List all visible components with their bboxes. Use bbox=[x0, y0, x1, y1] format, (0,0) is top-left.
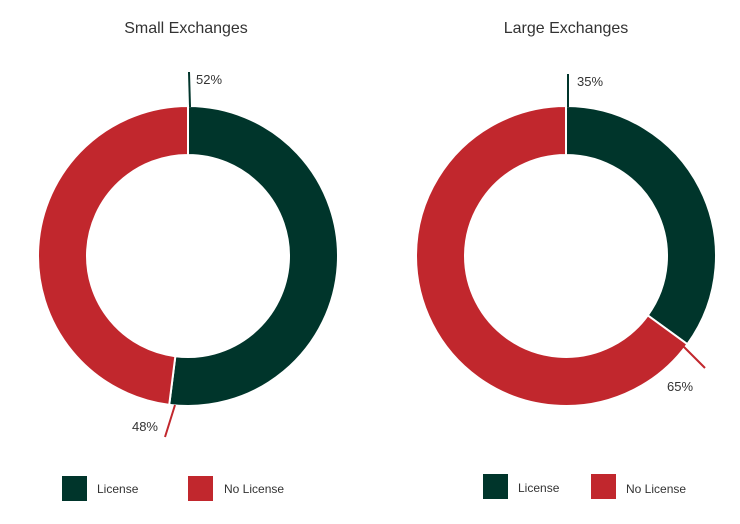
data-label: 52% bbox=[196, 72, 222, 87]
legend: License No License bbox=[483, 474, 686, 499]
chart-title: Small Exchanges bbox=[124, 20, 248, 37]
legend: License No License bbox=[62, 476, 284, 501]
slice-no-license bbox=[415, 104, 689, 407]
donut: 35% 65% bbox=[415, 74, 717, 407]
leader-line bbox=[164, 404, 176, 438]
legend-label-license: License bbox=[518, 481, 560, 495]
legend-label-no-license: No License bbox=[224, 482, 284, 496]
legend-swatch-no-license bbox=[188, 476, 213, 501]
legend-swatch-license bbox=[62, 476, 87, 501]
leader-line bbox=[674, 337, 706, 369]
slice-license bbox=[168, 104, 339, 407]
donut: 52% 48% bbox=[37, 71, 339, 438]
chart-title: Large Exchanges bbox=[504, 20, 629, 37]
leader-line bbox=[188, 71, 191, 108]
slice-no-license bbox=[37, 104, 189, 406]
data-label: 35% bbox=[577, 74, 603, 89]
slice-license bbox=[565, 104, 717, 346]
chart-small-exchanges: Small Exchanges 52% 48% License No Licens… bbox=[37, 20, 339, 501]
legend-label-license: License bbox=[97, 482, 139, 496]
data-label: 48% bbox=[132, 419, 158, 434]
legend-label-no-license: No License bbox=[626, 482, 686, 496]
legend-swatch-no-license bbox=[591, 474, 616, 499]
chart-large-exchanges: Large Exchanges 35% 65% License No Licens… bbox=[415, 20, 717, 499]
legend-swatch-license bbox=[483, 474, 508, 499]
data-label: 65% bbox=[667, 379, 693, 394]
